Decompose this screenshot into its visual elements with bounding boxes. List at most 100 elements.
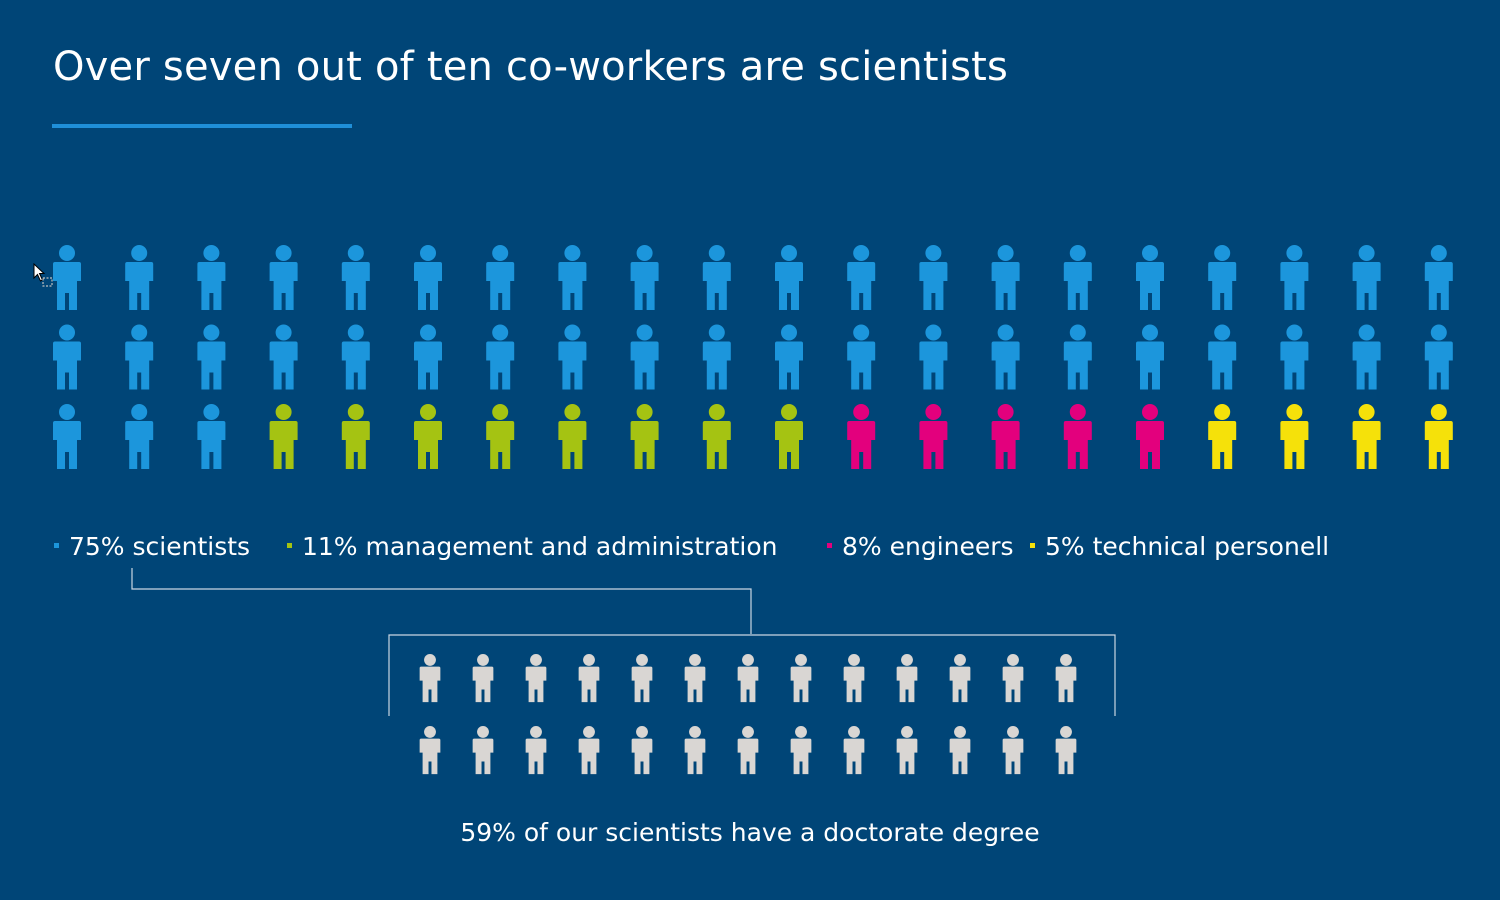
person-icon-doctorate bbox=[1002, 654, 1024, 703]
legend-marker-technical bbox=[1030, 542, 1035, 548]
person-icon-doctorate bbox=[843, 726, 865, 775]
person-icon-engineers bbox=[991, 404, 1020, 469]
person-icon-scientists bbox=[630, 245, 659, 310]
person-icon-doctorate bbox=[631, 726, 653, 775]
person-icon-scientists bbox=[775, 245, 803, 310]
person-icon-management bbox=[702, 404, 731, 469]
person-icon-doctorate bbox=[684, 726, 706, 775]
person-icon-doctorate bbox=[631, 654, 653, 703]
person-icon-scientists bbox=[269, 324, 298, 390]
person-icon-doctorate bbox=[525, 726, 547, 775]
person-icon-scientists bbox=[53, 245, 81, 310]
person-icon-scientists bbox=[125, 324, 154, 390]
person-icon-scientists bbox=[341, 324, 370, 390]
person-icon-scientists bbox=[630, 324, 659, 390]
person-icon-management bbox=[341, 404, 370, 469]
person-icon-doctorate bbox=[896, 654, 918, 703]
person-icon-doctorate bbox=[1002, 726, 1024, 775]
person-icon-doctorate bbox=[790, 654, 812, 703]
person-icon-management bbox=[414, 404, 442, 469]
person-icon-doctorate bbox=[472, 654, 494, 703]
page-title: Over seven out of ten co-workers are sci… bbox=[53, 44, 1009, 90]
person-icon-doctorate bbox=[578, 726, 600, 775]
person-icon-management bbox=[775, 404, 803, 469]
person-icon-scientists bbox=[847, 324, 876, 390]
person-icon-doctorate bbox=[578, 654, 600, 703]
legend-marker-management bbox=[287, 542, 292, 548]
person-icon-scientists bbox=[486, 245, 515, 310]
person-icon-scientists bbox=[1352, 324, 1381, 390]
legend-item-technical: 5% technical personell bbox=[1030, 532, 1329, 561]
bracket-line bbox=[388, 634, 1116, 716]
person-icon-engineers bbox=[919, 404, 948, 469]
legend-item-engineers: 8% engineers bbox=[827, 532, 1014, 561]
person-icon-doctorate bbox=[472, 726, 494, 775]
legend-item-scientists: 75% scientists bbox=[54, 532, 250, 561]
person-icon-scientists bbox=[702, 324, 731, 390]
person-icon-management bbox=[630, 404, 659, 469]
person-icon-technical bbox=[1280, 404, 1309, 469]
person-icon-scientists bbox=[269, 245, 298, 310]
person-icon-management bbox=[558, 404, 587, 469]
person-icon-management bbox=[486, 404, 515, 469]
person-icon-scientists bbox=[1208, 324, 1237, 390]
legend-item-management: 11% management and administration bbox=[287, 532, 778, 561]
connector-line bbox=[131, 568, 752, 634]
legend: 75% scientists 11% management and admini… bbox=[0, 532, 1500, 566]
person-icon-engineers bbox=[847, 404, 876, 469]
person-icon-scientists bbox=[847, 245, 876, 310]
person-icon-doctorate bbox=[949, 726, 971, 775]
legend-label-management: 11% management and administration bbox=[302, 532, 778, 561]
person-icon-scientists bbox=[1280, 324, 1309, 390]
person-icon-scientists bbox=[197, 404, 226, 469]
person-icon-scientists bbox=[414, 324, 442, 390]
person-icon-management bbox=[269, 404, 298, 469]
person-icon-doctorate bbox=[843, 654, 865, 703]
person-icon-doctorate bbox=[684, 654, 706, 703]
person-icon-scientists bbox=[1063, 324, 1092, 390]
person-icon-doctorate bbox=[737, 726, 759, 775]
person-icon-doctorate bbox=[1055, 654, 1077, 703]
person-icon-engineers bbox=[1136, 404, 1164, 469]
person-icon-scientists bbox=[991, 324, 1020, 390]
person-icon-scientists bbox=[1424, 324, 1453, 390]
person-icon-scientists bbox=[991, 245, 1020, 310]
person-icon-scientists bbox=[125, 245, 154, 310]
person-icon-doctorate bbox=[419, 654, 441, 703]
person-icon-scientists bbox=[919, 245, 948, 310]
person-icon-scientists bbox=[775, 324, 803, 390]
person-icon-scientists bbox=[1136, 245, 1164, 310]
person-icon-scientists bbox=[1280, 245, 1309, 310]
person-icon-doctorate bbox=[790, 726, 812, 775]
legend-label-scientists: 75% scientists bbox=[69, 532, 251, 561]
person-icon-technical bbox=[1352, 404, 1381, 469]
person-icon-doctorate bbox=[525, 654, 547, 703]
person-icon-doctorate bbox=[949, 654, 971, 703]
doctorate-caption: 59% of our scientists have a doctorate d… bbox=[460, 818, 1040, 847]
title-underline bbox=[52, 124, 352, 128]
mouse-cursor-icon bbox=[33, 263, 53, 287]
person-icon-scientists bbox=[558, 324, 587, 390]
person-icon-scientists bbox=[414, 245, 442, 310]
person-icon-engineers bbox=[1063, 404, 1092, 469]
person-icon-scientists bbox=[53, 404, 81, 469]
person-icon-scientists bbox=[1424, 245, 1453, 310]
person-icon-scientists bbox=[1136, 324, 1164, 390]
person-icon-technical bbox=[1424, 404, 1453, 469]
person-icon-scientists bbox=[197, 324, 226, 390]
person-icon-scientists bbox=[558, 245, 587, 310]
person-icon-scientists bbox=[125, 404, 154, 469]
legend-label-technical: 5% technical personell bbox=[1045, 532, 1330, 561]
person-icon-scientists bbox=[1208, 245, 1237, 310]
person-icon-scientists bbox=[1352, 245, 1381, 310]
person-icon-scientists bbox=[919, 324, 948, 390]
person-icon-doctorate bbox=[419, 726, 441, 775]
person-icon-scientists bbox=[197, 245, 226, 310]
person-icon-scientists bbox=[53, 324, 81, 390]
person-icon-technical bbox=[1208, 404, 1237, 469]
legend-label-engineers: 8% engineers bbox=[842, 532, 1014, 561]
legend-marker-scientists bbox=[54, 542, 59, 548]
